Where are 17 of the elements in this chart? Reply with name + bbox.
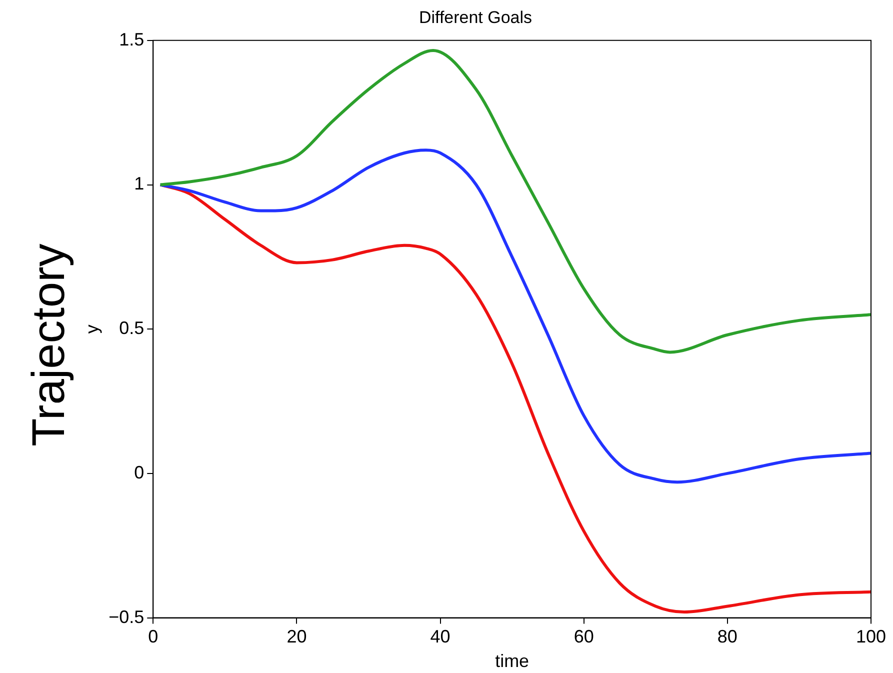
x-tick-label: 40 xyxy=(430,626,450,647)
line-series xyxy=(158,148,871,484)
chart-title: Different Goals xyxy=(418,8,532,27)
y-tick-label: 0 xyxy=(134,462,144,482)
y-tick-label: 0.5 xyxy=(119,318,144,338)
x-tick-label: 20 xyxy=(286,626,307,647)
x-tick-label: 0 xyxy=(148,626,158,647)
y-tick-label: −0.5 xyxy=(108,606,144,627)
x-tick-label: 100 xyxy=(856,626,886,647)
line-series xyxy=(158,49,871,354)
x-tick-label: 80 xyxy=(717,626,738,647)
x-tick-label: 60 xyxy=(574,626,594,647)
y-axis-title: y xyxy=(82,324,102,334)
y-tick-label: 1 xyxy=(134,174,144,194)
text: Trajectory xyxy=(21,244,75,446)
x-axis-title: time xyxy=(495,651,530,672)
y-tick-label: 1.5 xyxy=(119,29,144,50)
